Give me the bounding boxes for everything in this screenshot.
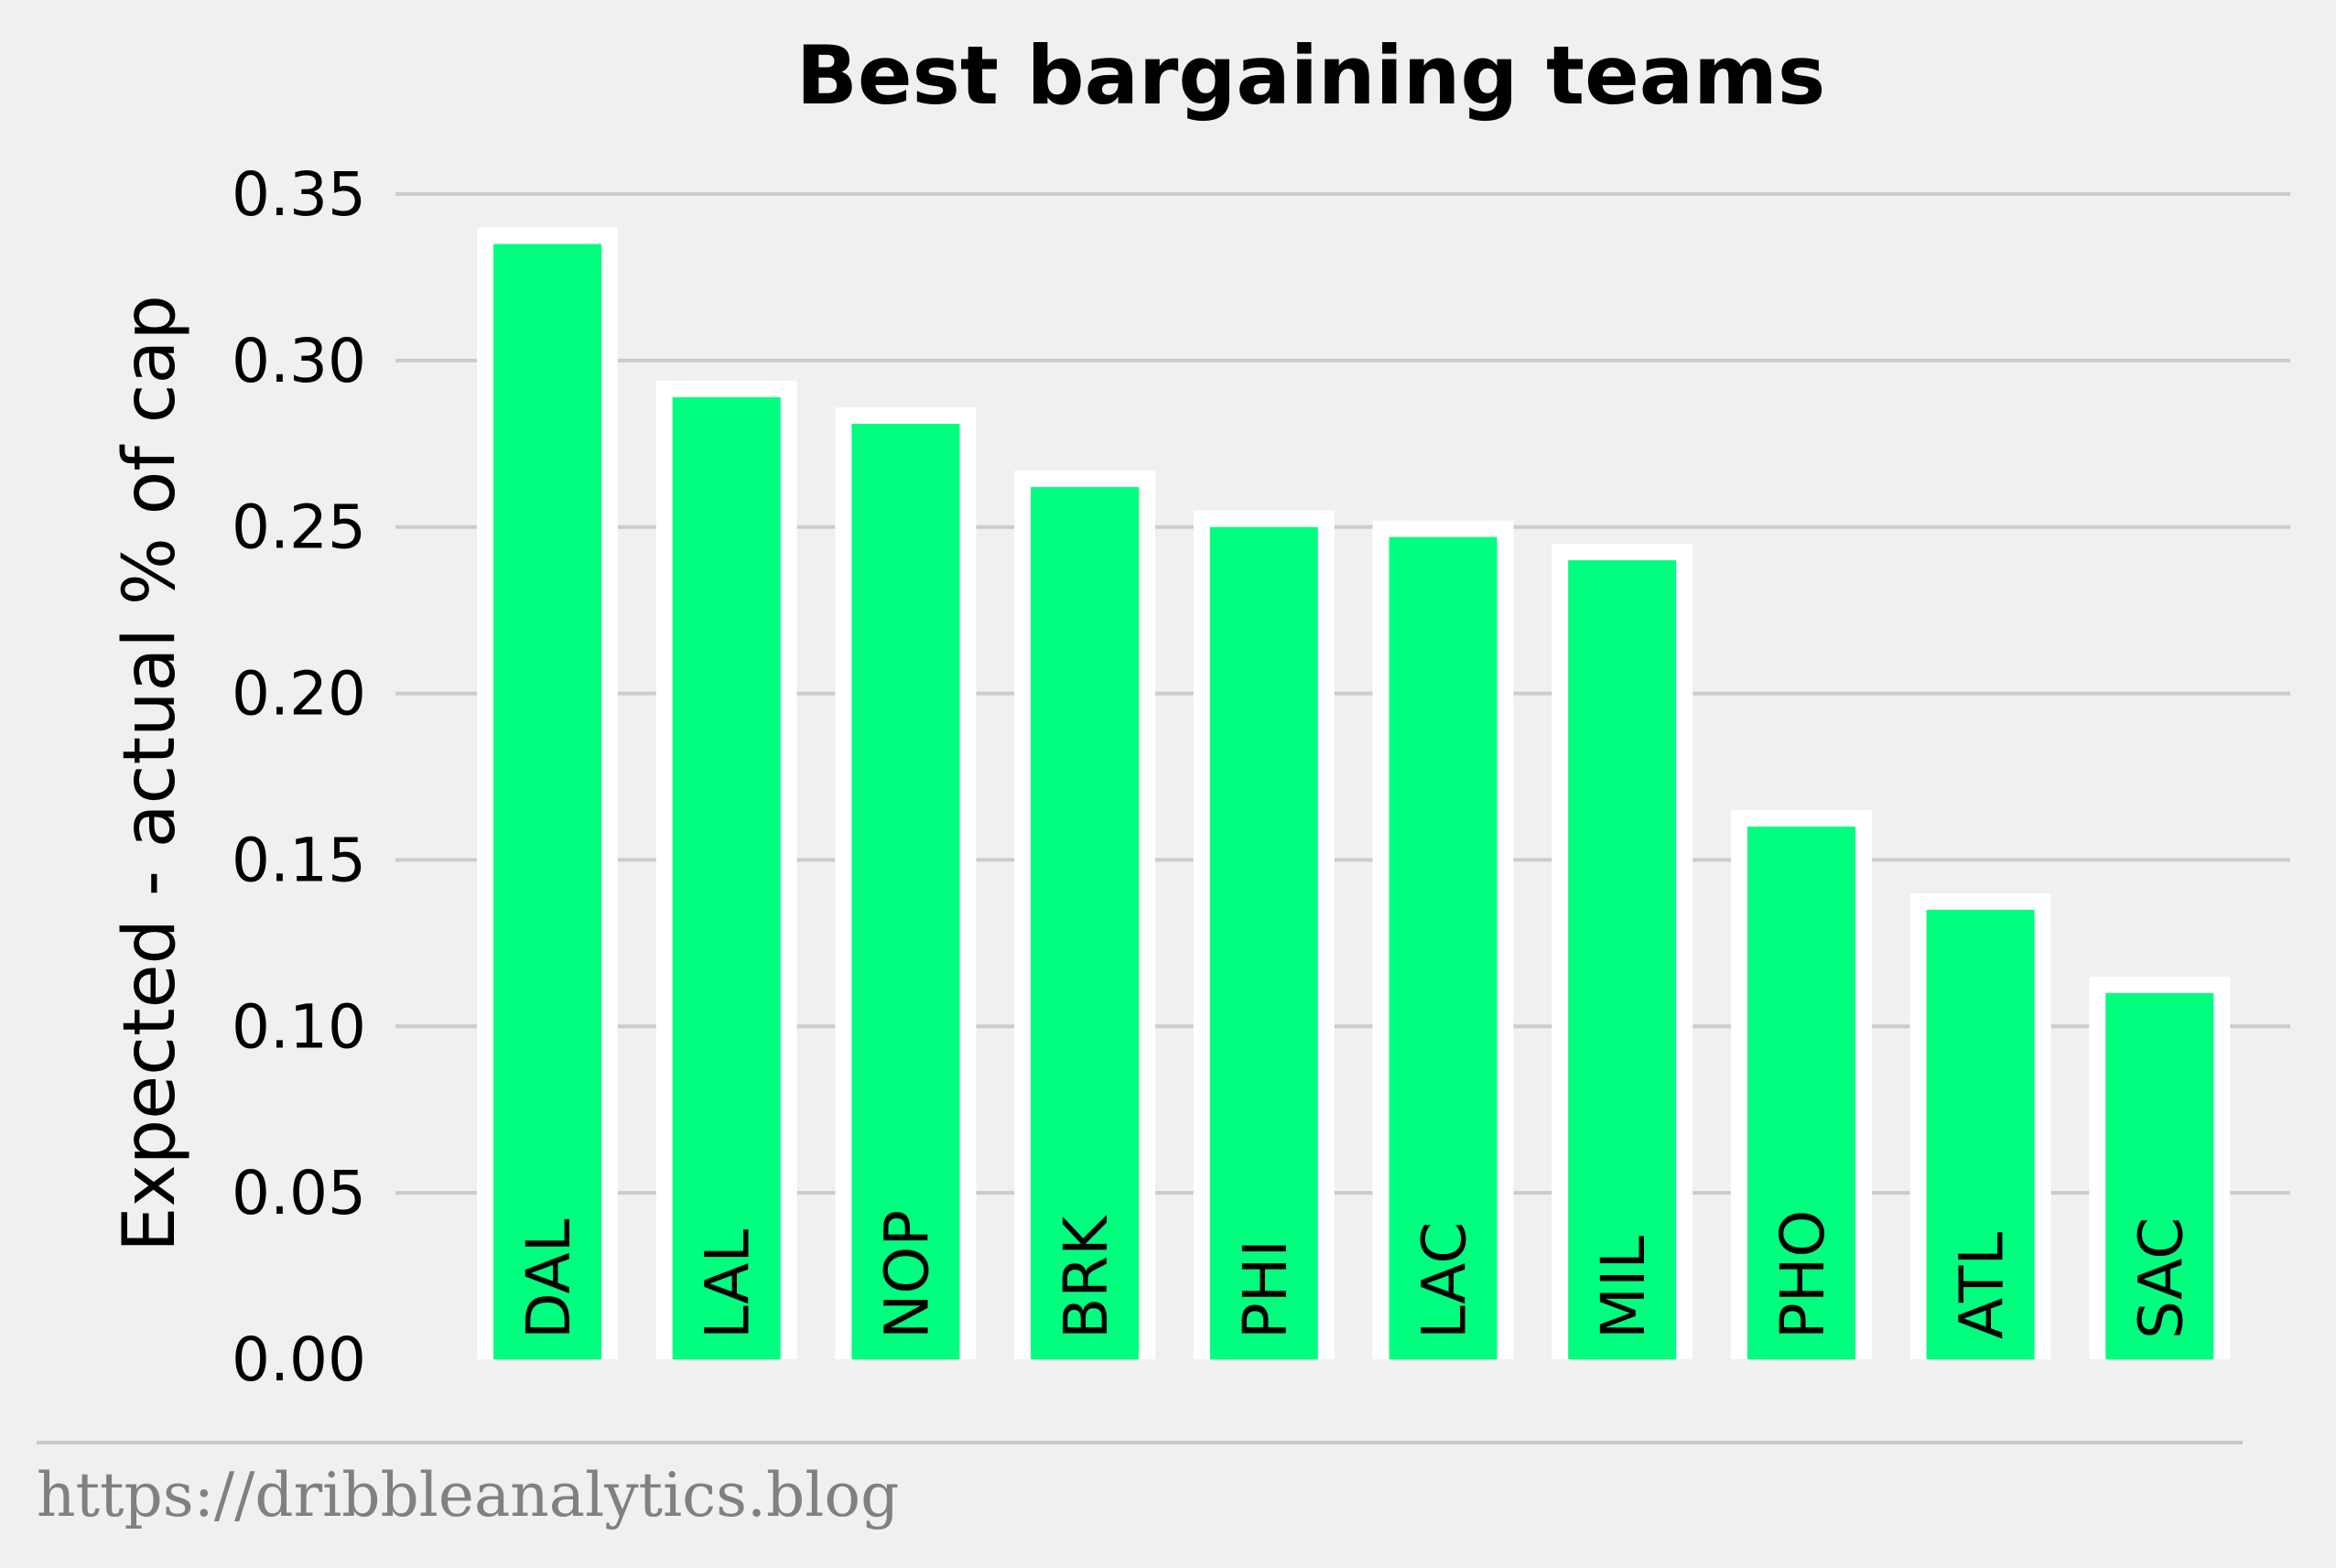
source-url: https://dribbleanalytics.blog [37, 1460, 899, 1530]
bar-label-mil: MIL [1588, 1236, 1659, 1339]
y-tick-label: 0.10 [232, 991, 366, 1062]
y-axis-label: Expected - actual % of cap [109, 295, 191, 1252]
y-tick-labels: 0.00 0.05 0.10 0.15 0.20 0.25 0.30 0.35 [232, 159, 366, 1395]
bar-dal [493, 243, 601, 1359]
bar-lac [1389, 536, 1498, 1359]
bar-sac [2105, 992, 2214, 1359]
y-tick-label: 0.15 [232, 825, 366, 895]
bar-label-pho: PHO [1768, 1210, 1838, 1339]
y-tick-label: 0.35 [232, 159, 366, 230]
bar-mil [1568, 560, 1677, 1359]
y-tick-label: 0.25 [232, 492, 366, 563]
y-tick-label: 0.30 [232, 326, 366, 396]
bar-nop [851, 423, 960, 1359]
bar-label-nop: NOP [871, 1210, 942, 1339]
bar-label-dal: DAL [514, 1218, 584, 1339]
bar-brk [1031, 487, 1140, 1359]
bars [477, 227, 2231, 1360]
bar-label-sac: SAC [2125, 1217, 2196, 1339]
y-tick-label: 0.05 [232, 1158, 366, 1228]
bar-category-labels: DAL LAL NOP BRK PHI LAC MIL PHO ATL SAC [514, 1210, 2196, 1339]
bar-pho [1747, 827, 1855, 1359]
bar-label-lac: LAC [1410, 1222, 1480, 1339]
bar-label-atl: ATL [1947, 1232, 2017, 1339]
bar-label-brk: BRK [1051, 1215, 1121, 1339]
bar-atl [1926, 909, 2035, 1359]
bar-phi [1209, 526, 1318, 1359]
bar-lal [672, 396, 781, 1359]
bar-label-phi: PHI [1230, 1239, 1301, 1339]
y-tick-label: 0.00 [232, 1325, 366, 1395]
chart-title: Best bargaining teams [796, 28, 1825, 123]
bar-label-lal: LAL [693, 1229, 763, 1339]
y-tick-label: 0.20 [232, 659, 366, 730]
